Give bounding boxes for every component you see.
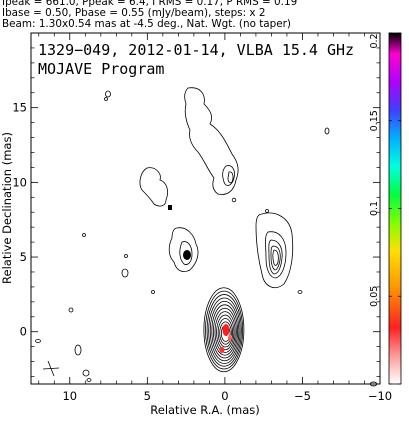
x-axis-label: Relative R.A. (mas)	[150, 403, 259, 417]
jet-inner-contour-2	[227, 171, 234, 184]
chart-subtitle: MOJAVE Program	[38, 60, 164, 78]
polarized-spot	[168, 205, 172, 210]
core-contour	[217, 318, 234, 348]
header-line-2: Ibase = 0.50, Pbase = 0.55 (mJy/beam), s…	[2, 7, 266, 19]
noise-contour	[151, 290, 155, 294]
colorbar-tick-label: 0.2	[369, 33, 380, 48]
x-tick-label: −5	[294, 389, 311, 403]
y-axis: 0 5 10 15	[12, 47, 380, 377]
east-component-contour-4	[270, 245, 281, 271]
noise-contour	[74, 344, 82, 356]
contour-layer	[35, 87, 330, 382]
polarized-spot	[183, 250, 191, 260]
noise-contour	[265, 209, 269, 213]
x-tick-label: 10	[62, 389, 77, 403]
polarized-spot	[219, 347, 225, 353]
core-contour	[203, 287, 245, 373]
noise-contour	[124, 254, 128, 258]
noise-contour	[105, 90, 111, 98]
core-contour	[209, 300, 240, 362]
x-tick-label: 0	[221, 389, 228, 403]
polarization-pixels	[168, 205, 232, 353]
noise-contour	[82, 233, 86, 237]
core-contour	[214, 311, 236, 353]
noise-contour	[35, 339, 41, 343]
colorbar-tick-label: 0.1	[369, 201, 380, 216]
core-contours	[203, 287, 245, 373]
east-component-contour-1	[255, 212, 294, 288]
colorbar-tick-label: 0.05	[369, 286, 380, 307]
chart-title: 1329−049, 2012-01-14, VLBA 15.4 GHz	[38, 41, 354, 59]
noise-contour	[324, 127, 330, 135]
x-axis: 10 5 0 −5 −10	[38, 33, 392, 403]
noise-contour	[121, 268, 129, 278]
core-contour	[219, 321, 232, 345]
polarized-spot	[228, 335, 232, 341]
inner-knot-contour-2	[179, 241, 193, 265]
noise-contour	[231, 197, 237, 203]
core-contour	[216, 314, 235, 351]
core-contour	[206, 294, 242, 367]
noise-contour	[86, 378, 92, 382]
east-component-contour-3	[268, 239, 283, 275]
east-component-contour-2	[265, 231, 287, 279]
x-tick-label: −10	[368, 389, 392, 403]
inner-knot-contour	[168, 227, 199, 272]
y-tick-label: 10	[12, 175, 27, 189]
y-axis-label: Relative Declination (mas)	[0, 132, 14, 284]
x-tick-label: 5	[144, 389, 151, 403]
east-component-contour-5	[272, 249, 279, 266]
core-contour	[211, 304, 239, 359]
y-tick-label: 5	[20, 250, 27, 264]
jet-inner-contour	[222, 165, 235, 186]
header-line-1: Ipeak = 661.0, Ppeak = 6.4, I RMS = 0.17…	[2, 0, 298, 8]
noise-contour	[104, 97, 108, 101]
left-blob-contour	[139, 167, 168, 207]
y-tick-label: 0	[20, 325, 27, 339]
noise-contour	[297, 290, 303, 294]
core-contour	[208, 297, 241, 364]
beam-marker	[42, 360, 60, 377]
colorbar-tick-label: 0	[369, 381, 380, 387]
core-contour	[212, 307, 237, 356]
y-tick-label: 15	[12, 101, 27, 115]
jet-outer-contour	[184, 87, 239, 195]
colorbar-ticks: 0 0.05 0.1 0.15 0.2	[369, 32, 401, 387]
core-contour	[205, 290, 244, 370]
noise-contour	[68, 307, 74, 313]
polarized-spot	[222, 324, 230, 336]
plot-frame	[30, 32, 381, 385]
colorbar-tick-label: 0.15	[369, 110, 380, 131]
noise-contour	[82, 369, 90, 377]
header-line-3: Beam: 1.30x0.54 mas at -4.5 deg., Nat. W…	[2, 18, 291, 30]
